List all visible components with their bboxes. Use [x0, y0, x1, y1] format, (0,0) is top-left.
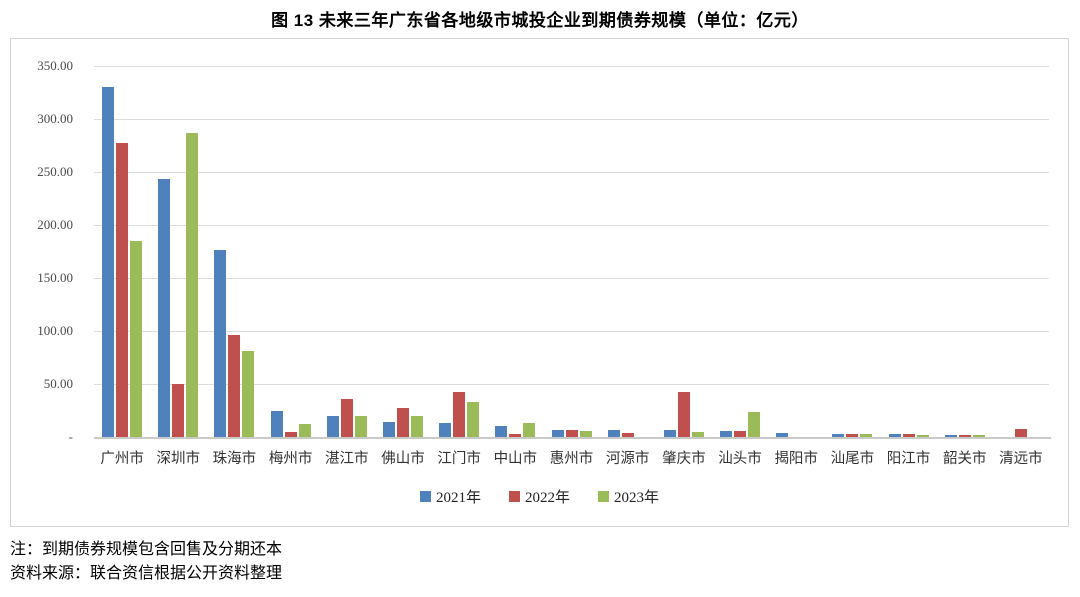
x-axis-category-label: 韶关市: [942, 451, 987, 467]
bar-2021年-惠州市: [551, 429, 564, 437]
bar-2021年-韶关市: [944, 434, 957, 437]
bar-2023年-深圳市: [186, 132, 199, 437]
legend-item-2022: 2022年: [508, 486, 570, 507]
legend-swatch-2022-icon: [508, 491, 520, 502]
bar-2022年-梅州市: [284, 431, 297, 437]
bar-2021年-广州市: [102, 87, 115, 437]
x-axis-category-label: 揭阳市: [774, 451, 818, 467]
bar-2021年-湛江市: [326, 415, 339, 437]
legend-swatch-2021-icon: [419, 491, 431, 502]
bar-2022年-河源市: [621, 432, 634, 437]
bar-2022年-广州市: [116, 143, 129, 437]
bar-2021年-梅州市: [270, 410, 283, 437]
bar-2021年-深圳市: [158, 179, 171, 437]
x-axis-category-label: 河源市: [605, 451, 650, 467]
gridline: [94, 224, 1049, 226]
legend-label-2022: 2022年: [524, 490, 570, 506]
bar-2022年-汕头市: [734, 430, 747, 437]
bar-2023年-阳江市: [916, 434, 929, 437]
gridline: [94, 383, 1049, 385]
bar-2021年-江门市: [439, 423, 452, 437]
x-axis-category-label: 江门市: [437, 451, 481, 467]
chart-area: - 50.00 100.00 150.00 200.00 250.00 300.00 350.…: [10, 38, 1069, 527]
gridline: [94, 277, 1049, 279]
x-axis-category-label: 中山市: [493, 451, 538, 467]
x-axis-category-label: 汕头市: [718, 451, 762, 467]
bar-2023年-惠州市: [579, 430, 592, 437]
y-axis-tick-label: 200.00: [37, 217, 73, 232]
bar-2021年-阳江市: [888, 433, 901, 437]
x-axis-category-label: 汕尾市: [830, 451, 875, 467]
bar-2022年-惠州市: [565, 429, 578, 437]
bar-2023年-珠海市: [242, 351, 255, 437]
gridline: [94, 330, 1049, 332]
x-axis-category-label: 清远市: [999, 451, 1043, 467]
x-axis-category-label: 梅州市: [268, 451, 313, 467]
x-axis-category-label: 肇庆市: [662, 451, 706, 467]
bar-2023年-佛山市: [410, 415, 423, 437]
legend-label-2023: 2023年: [614, 490, 660, 506]
bar-2023年-中山市: [523, 423, 536, 437]
bar-2022年-韶关市: [958, 434, 971, 437]
bar-2023年-汕尾市: [860, 433, 873, 437]
bar-2022年-汕尾市: [846, 433, 859, 437]
x-axis-category-label: 珠海市: [212, 451, 257, 467]
bar-2022年-湛江市: [340, 398, 353, 437]
bar-2021年-汕头市: [720, 430, 733, 437]
bar-2023年-梅州市: [298, 424, 311, 437]
chart-title: 图 13 未来三年广东省各地级市城投企业到期债券规模（单位：亿元）: [271, 11, 809, 30]
bar-2023年-广州市: [130, 240, 143, 437]
bar-2023年-汕头市: [748, 411, 761, 437]
source-note: 资料来源：联合资信根据公开资料整理: [10, 565, 283, 582]
bar-2021年-揭阳市: [776, 432, 789, 437]
x-axis-category-label: 惠州市: [549, 451, 594, 467]
x-axis-category-label: 深圳市: [156, 451, 201, 467]
bar-2022年-阳江市: [902, 433, 915, 437]
bar-2021年-河源市: [607, 429, 620, 437]
bar-2022年-江门市: [453, 392, 466, 437]
bar-2022年-中山市: [509, 433, 522, 437]
chart-legend: 2021年 2022年 2023年: [11, 486, 1068, 507]
y-axis-tick-label: 300.00: [37, 111, 73, 126]
legend-swatch-2023-icon: [598, 491, 609, 502]
bar-2021年-汕尾市: [832, 433, 845, 437]
gridline: [94, 65, 1049, 67]
legend-item-2021: 2021年: [419, 486, 481, 507]
y-axis-tick-label: 150.00: [37, 270, 73, 285]
x-axis-category-label: 佛山市: [381, 451, 425, 467]
y-axis-tick-label: 350.00: [37, 58, 73, 73]
bar-2022年-清远市: [1014, 428, 1027, 437]
bar-2022年-佛山市: [396, 408, 409, 437]
bar-2021年-珠海市: [214, 250, 227, 437]
y-axis-tick-label: 100.00: [37, 323, 73, 338]
x-axis-category-label: 湛江市: [325, 451, 369, 467]
gridline: [94, 118, 1049, 120]
x-axis-line: [94, 437, 1051, 439]
bar-2023年-肇庆市: [691, 431, 704, 437]
bar-2022年-深圳市: [172, 384, 185, 437]
x-axis-category-label: 阳江市: [886, 451, 931, 467]
gridline: [94, 171, 1049, 173]
bar-2022年-肇庆市: [677, 392, 690, 437]
y-axis-tick-label: -: [68, 429, 73, 444]
bar-2023年-韶关市: [972, 435, 985, 437]
legend-label-2021: 2021年: [435, 490, 481, 506]
legend-item-2023: 2023年: [598, 486, 659, 507]
bar-2023年-江门市: [467, 402, 480, 437]
bar-2021年-肇庆市: [663, 429, 676, 437]
x-axis-category-label: 广州市: [100, 451, 144, 467]
bar-2021年-中山市: [495, 426, 508, 437]
chart-plot: - 50.00 100.00 150.00 200.00 250.00 300.00 350.…: [11, 39, 1068, 526]
y-axis-tick-label: 250.00: [37, 164, 73, 179]
chart-note: 注：到期债券规模包含回售及分期还本: [10, 541, 283, 558]
bar-2022年-珠海市: [228, 335, 241, 437]
y-axis-tick-label: 50.00: [43, 376, 73, 391]
bar-2023年-湛江市: [354, 415, 367, 437]
bar-2021年-佛山市: [382, 422, 395, 437]
